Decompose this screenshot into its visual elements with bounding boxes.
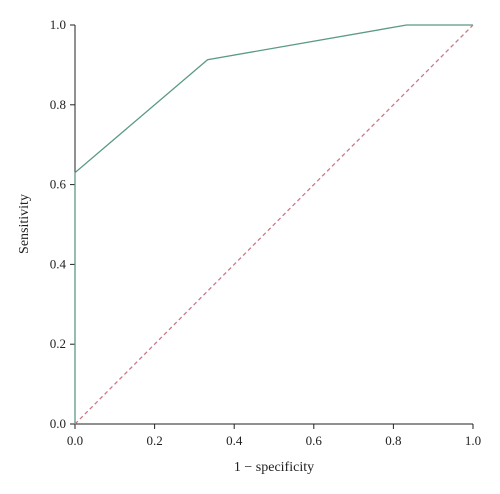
y-tick-label: 0.2 (50, 336, 66, 351)
y-tick-label: 0.4 (50, 256, 67, 271)
x-axis-title: 1 − specificity (234, 460, 314, 475)
y-tick-label: 0.8 (50, 97, 66, 112)
reference-line (74, 24, 474, 425)
x-tick-label: 0.0 (67, 433, 83, 448)
x-tick-label: 0.2 (146, 433, 162, 448)
x-ticks: 0.0 0.2 0.4 0.6 0.8 1.0 (67, 424, 481, 448)
y-tick-label: 0.0 (50, 416, 66, 431)
x-tick-label: 0.6 (306, 433, 323, 448)
x-tick-label: 1.0 (465, 433, 481, 448)
y-tick-label: 1.0 (50, 17, 66, 32)
roc-curve (74, 24, 473, 424)
x-tick-label: 0.8 (385, 433, 401, 448)
y-axis-title: Sensitivity (17, 194, 32, 254)
series-layer (74, 24, 474, 425)
x-tick-label: 0.4 (226, 433, 243, 448)
y-tick-label: 0.6 (50, 177, 67, 192)
y-ticks: 0.0 0.2 0.4 0.6 0.8 1.0 (50, 17, 75, 431)
